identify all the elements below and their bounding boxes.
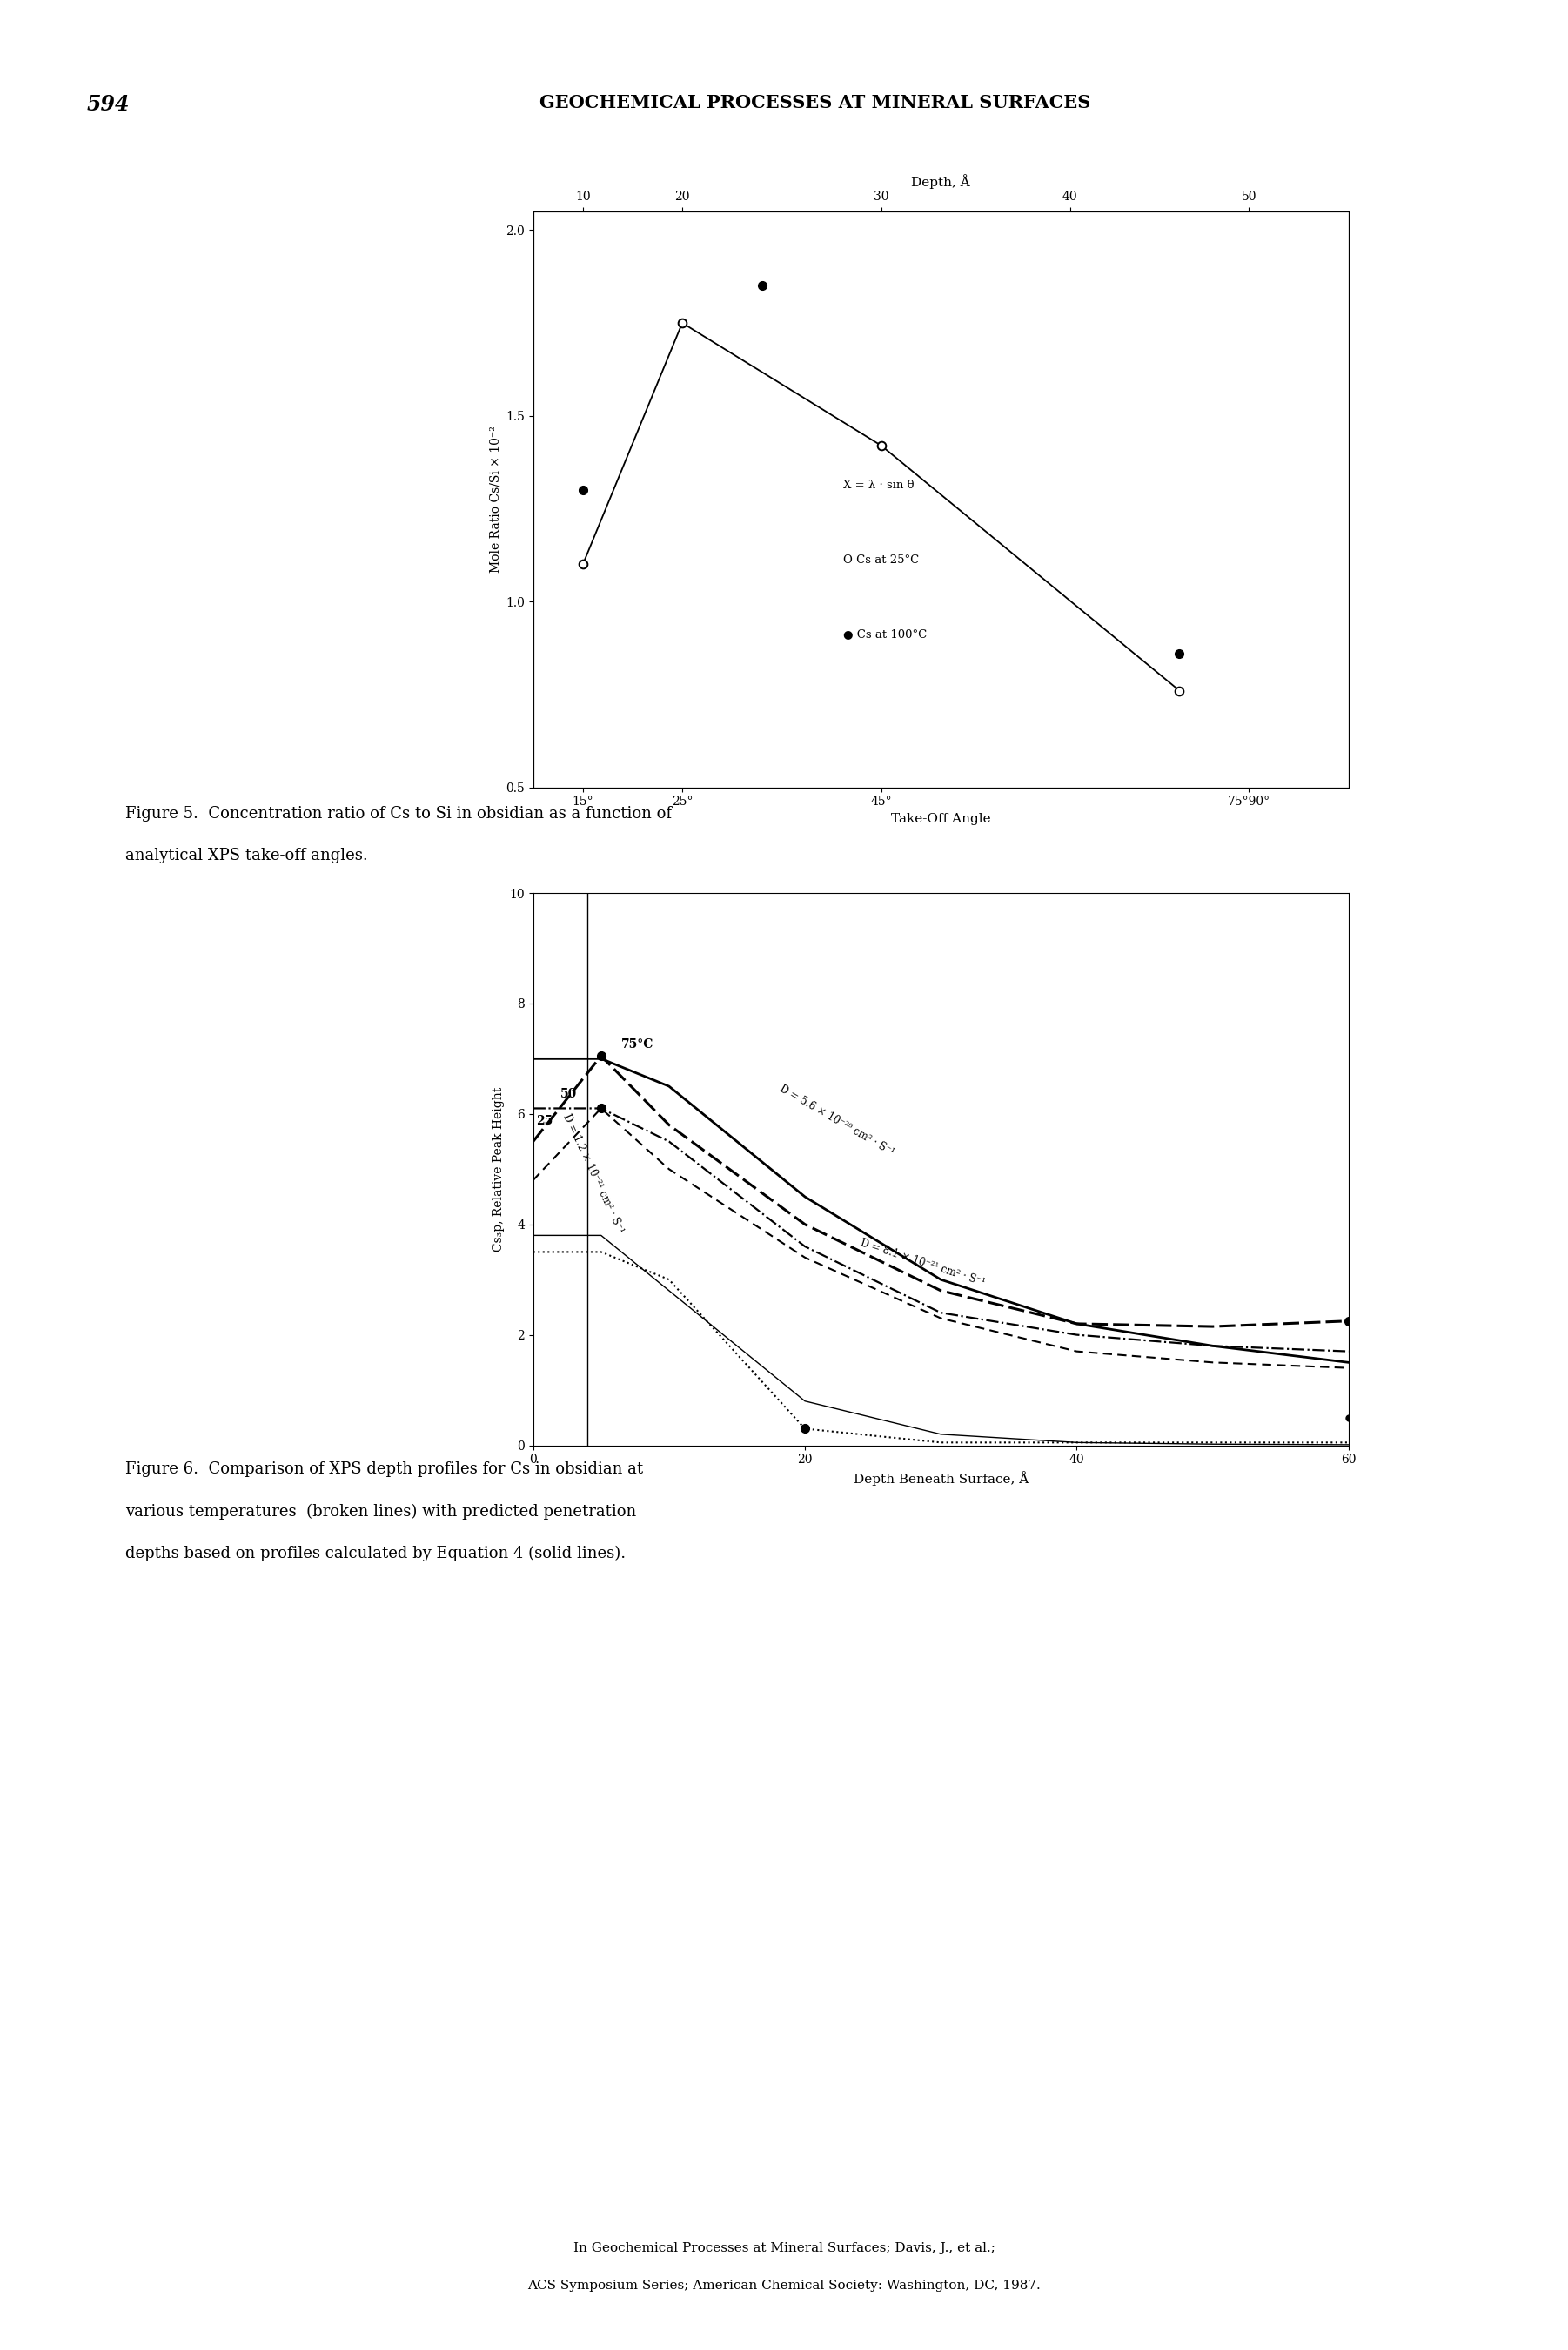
Text: X = λ · sin θ: X = λ · sin θ (844, 479, 914, 491)
Text: Figure 5.  Concentration ratio of Cs to Si in obsidian as a function of: Figure 5. Concentration ratio of Cs to S… (125, 806, 673, 820)
Text: 25: 25 (536, 1116, 552, 1128)
Text: various temperatures  (broken lines) with predicted penetration: various temperatures (broken lines) with… (125, 1504, 637, 1518)
Text: ACS Symposium Series; American Chemical Society: Washington, DC, 1987.: ACS Symposium Series; American Chemical … (527, 2280, 1041, 2291)
Text: D = 5.6 × 10⁻²⁰ cm² · S⁻¹: D = 5.6 × 10⁻²⁰ cm² · S⁻¹ (778, 1083, 897, 1159)
Text: 75°C: 75°C (621, 1039, 654, 1050)
Text: 50: 50 (560, 1088, 577, 1100)
X-axis label: Take-Off Angle: Take-Off Angle (891, 813, 991, 825)
Text: 594: 594 (86, 94, 129, 115)
Text: O Cs at 25°C: O Cs at 25°C (844, 555, 919, 566)
Text: Figure 6.  Comparison of XPS depth profiles for Cs in obsidian at: Figure 6. Comparison of XPS depth profil… (125, 1462, 643, 1476)
Y-axis label: Mole Ratio Cs/Si × 10⁻²: Mole Ratio Cs/Si × 10⁻² (489, 425, 502, 573)
Text: In Geochemical Processes at Mineral Surfaces; Davis, J., et al.;: In Geochemical Processes at Mineral Surf… (572, 2242, 996, 2254)
Text: analytical XPS take-off angles.: analytical XPS take-off angles. (125, 848, 368, 862)
Text: D = 1.2 × 10⁻²¹ cm² · S⁻¹: D = 1.2 × 10⁻²¹ cm² · S⁻¹ (560, 1112, 626, 1236)
Text: depths based on profiles calculated by Equation 4 (solid lines).: depths based on profiles calculated by E… (125, 1546, 626, 1560)
Text: ● Cs at 100°C: ● Cs at 100°C (844, 630, 927, 639)
X-axis label: Depth Beneath Surface, Å: Depth Beneath Surface, Å (853, 1471, 1029, 1485)
Y-axis label: Cs₃p, Relative Peak Height: Cs₃p, Relative Peak Height (492, 1086, 505, 1253)
X-axis label: Depth, Å: Depth, Å (911, 174, 971, 188)
Text: D = 8.1 × 10⁻²¹ cm² · S⁻¹: D = 8.1 × 10⁻²¹ cm² · S⁻¹ (859, 1236, 986, 1288)
Text: GEOCHEMICAL PROCESSES AT MINERAL SURFACES: GEOCHEMICAL PROCESSES AT MINERAL SURFACE… (539, 94, 1091, 110)
